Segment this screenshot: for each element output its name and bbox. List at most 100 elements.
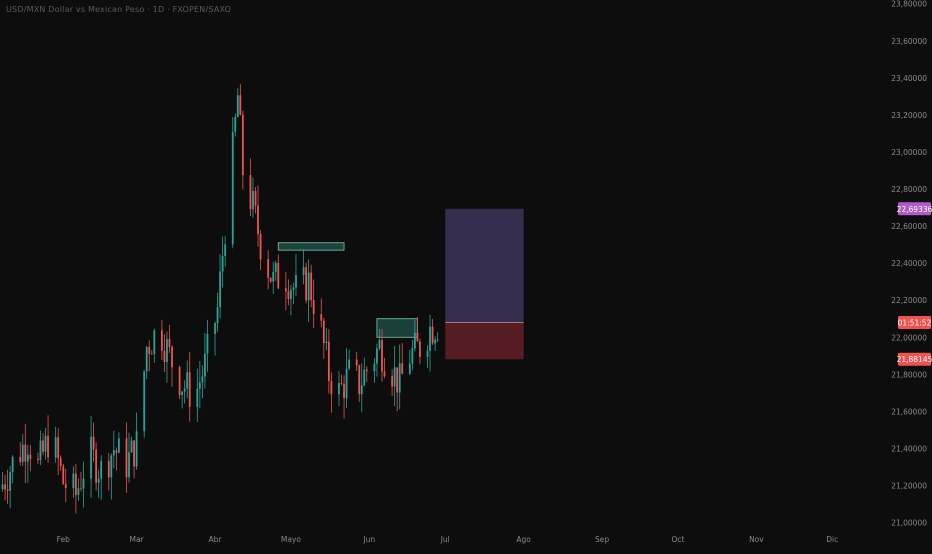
candle-body (150, 353, 153, 355)
candle-body (171, 346, 173, 368)
candle-body (411, 348, 414, 364)
candle-body (434, 339, 437, 344)
candle-body (358, 365, 361, 395)
y-tick-label: 22,00000 (891, 333, 927, 342)
y-tick-label: 23,80000 (891, 0, 927, 9)
candle-body (9, 472, 12, 491)
candle-body (219, 271, 221, 308)
candle-body (130, 440, 133, 453)
candle-body (110, 455, 113, 478)
candle-body (383, 371, 386, 377)
stop-zone (445, 322, 524, 360)
candle-body (115, 450, 118, 453)
y-tick-label: 22,20000 (891, 296, 927, 305)
candle-body (398, 363, 401, 393)
candle-body (37, 458, 39, 460)
candle-body (272, 271, 275, 282)
candle-body (82, 478, 85, 489)
candle-body (292, 287, 295, 290)
candle-body (47, 435, 49, 458)
candle-body (64, 483, 67, 488)
y-tick-label: 23,40000 (891, 74, 927, 83)
x-tick-label: Mar (130, 535, 145, 544)
x-tick-label: Nov (749, 535, 764, 544)
candle-body (198, 382, 201, 389)
candle-body (239, 95, 242, 115)
x-tick-label: Feb (57, 535, 71, 544)
candle-body (287, 291, 290, 300)
candle-body (325, 341, 328, 344)
candle-body (97, 478, 100, 483)
symbol-title: USD/MXN Dollar vs Mexican Peso · 1D · FX… (6, 5, 232, 14)
candle-body (1, 484, 4, 490)
candle-body (183, 388, 186, 392)
x-tick-label: Ago (516, 535, 531, 544)
target-badge (898, 202, 931, 216)
candle-body (148, 347, 151, 354)
candle-body (376, 348, 378, 364)
candle-body (221, 256, 224, 272)
target-zone (445, 208, 524, 323)
y-tick-label: 22,40000 (891, 259, 927, 268)
candle-body (74, 473, 77, 495)
candle-body (340, 382, 343, 384)
candle-body (295, 275, 297, 288)
y-tick-label: 23,60000 (891, 37, 927, 46)
candle-body (234, 116, 237, 132)
candle-body (257, 205, 259, 235)
y-tick-label: 21,80000 (891, 370, 927, 379)
candle-body (54, 437, 57, 458)
candle-body (125, 438, 128, 478)
x-tick-label: Sep (595, 535, 609, 544)
candle-body (236, 95, 239, 117)
candle-body (216, 307, 219, 324)
candle-body (355, 359, 358, 366)
candle-body (24, 444, 27, 462)
candle-body (161, 330, 163, 351)
candle-body (26, 454, 29, 462)
candle-body (153, 330, 156, 354)
candle-body (363, 369, 366, 386)
supply-zone (277, 242, 345, 251)
candle-body (327, 341, 330, 382)
candle-body (196, 388, 199, 407)
candle-body (62, 465, 65, 484)
y-tick-label: 21,60000 (891, 407, 927, 416)
y-tick-label: 23,00000 (891, 148, 927, 157)
candle-body (92, 436, 95, 450)
candle-body (249, 175, 252, 210)
candle-body (214, 323, 216, 334)
candle-body (305, 267, 307, 301)
candle-body (254, 190, 257, 206)
target-badge-label: 22,69336 (897, 205, 932, 214)
candle-body (135, 431, 138, 467)
candle-body (373, 363, 376, 372)
candle-body (57, 437, 60, 459)
candle-body (284, 288, 287, 292)
candle-body (201, 376, 204, 383)
candle-body (11, 456, 14, 473)
candle-body (345, 368, 348, 399)
candle-body (413, 332, 416, 349)
candle-body (252, 190, 254, 210)
candle-body (241, 114, 244, 176)
candle-body (186, 372, 189, 389)
candle-body (19, 456, 22, 463)
candle-body (320, 314, 323, 321)
candle-body (431, 326, 434, 344)
candle-body (206, 333, 209, 354)
candle-body (44, 435, 47, 452)
countdown-badge-label: 01:51:52 (898, 318, 932, 327)
price-badges: 22,69336 01:51:52 21,88145 (897, 202, 932, 366)
candle-body (429, 326, 431, 351)
candle-body (302, 267, 305, 276)
candle-body (6, 489, 9, 491)
candle-body (416, 332, 419, 342)
y-axis: 23,80000 23,60000 23,40000 23,20000 23,00000… (891, 0, 927, 528)
candle-body (224, 244, 227, 257)
candle-body (401, 363, 404, 374)
candle-body (277, 263, 280, 289)
y-tick-label: 23,20000 (891, 111, 927, 120)
